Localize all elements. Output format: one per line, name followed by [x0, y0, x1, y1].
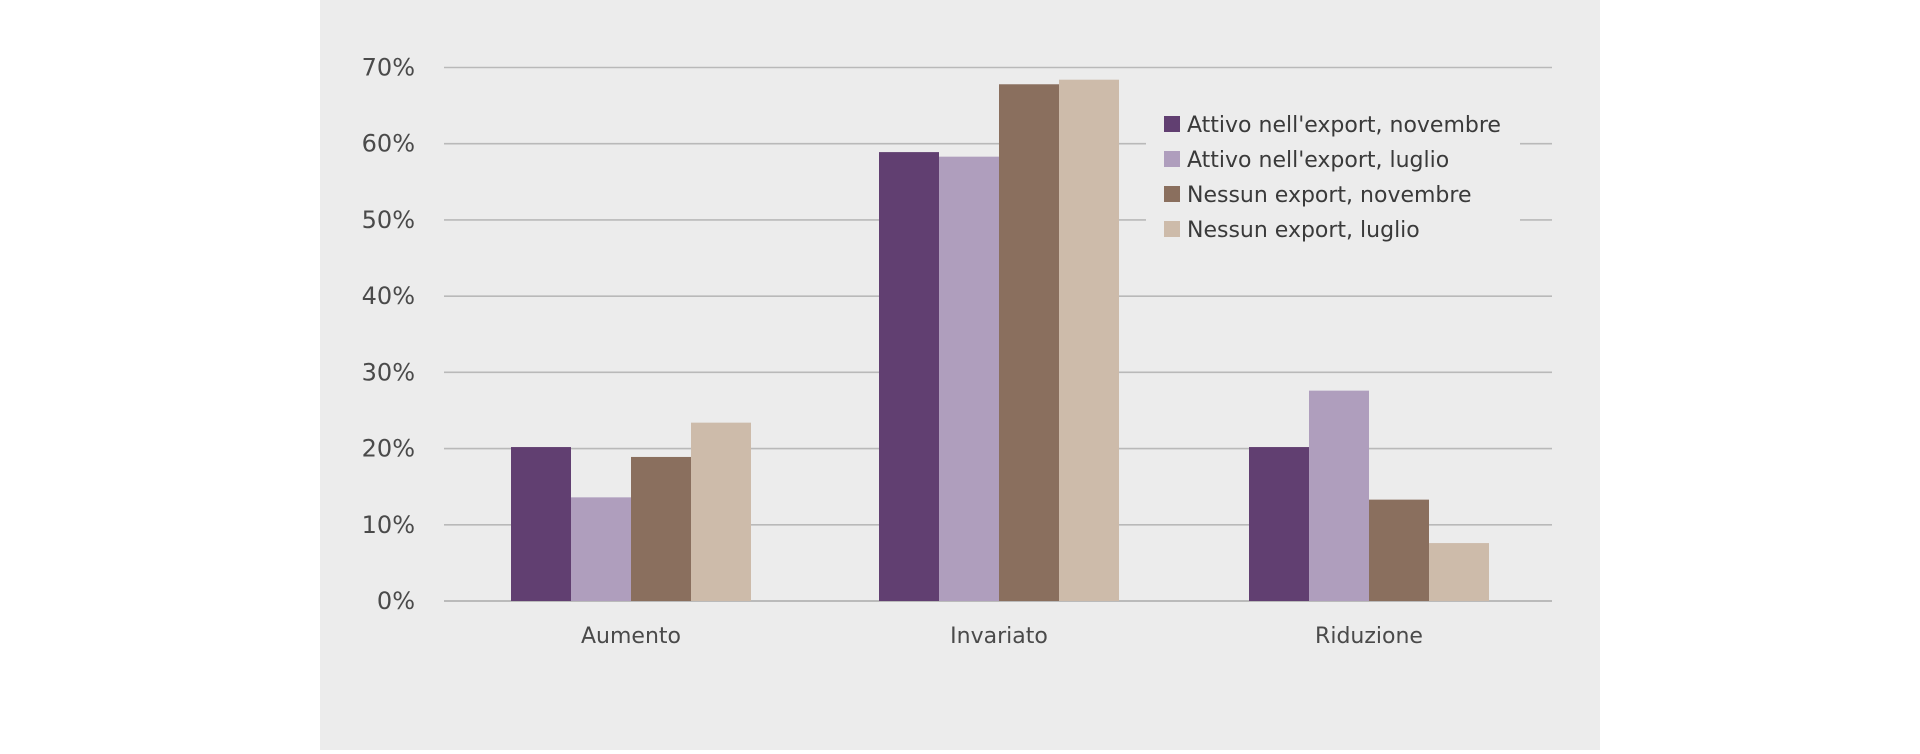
bar	[511, 447, 571, 601]
y-tick-label: 10%	[362, 511, 415, 539]
legend-swatch	[1164, 221, 1180, 237]
x-tick-label: Invariato	[950, 624, 1048, 649]
chart-panel: 0% 10% 20% 30% 40% 50% 60% 70% Aumento Invariato…	[320, 0, 1600, 750]
bar-chart: 0% 10% 20% 30% 40% 50% 60% 70% Aumento Invariato…	[362, 54, 1552, 649]
bar	[939, 156, 999, 601]
legend-background	[1146, 102, 1520, 250]
y-axis-ticks: 0% 10% 20% 30% 40% 50% 60% 70%	[362, 54, 415, 616]
bar	[1059, 79, 1119, 602]
bar	[1429, 543, 1489, 601]
x-tick-label: Aumento	[581, 624, 681, 649]
x-tick-label: Riduzione	[1315, 624, 1423, 649]
y-tick-label: 40%	[362, 282, 415, 310]
legend-label: Nessun export, luglio	[1187, 218, 1420, 243]
x-axis-ticks: Aumento Invariato Riduzione	[581, 624, 1423, 649]
y-tick-label: 50%	[362, 206, 415, 234]
y-tick-label: 60%	[362, 130, 415, 158]
y-tick-label: 70%	[362, 54, 415, 82]
bar	[879, 152, 939, 602]
bar	[999, 84, 1059, 601]
legend-label: Nessun export, novembre	[1187, 183, 1472, 208]
y-tick-label: 0%	[377, 587, 415, 615]
bar	[1369, 499, 1429, 601]
bars	[511, 79, 1489, 602]
y-tick-label: 20%	[362, 435, 415, 463]
bar	[1309, 390, 1369, 601]
bar	[1249, 447, 1309, 601]
legend-label: Attivo nell'export, novembre	[1187, 113, 1501, 138]
bar	[571, 497, 631, 601]
legend-swatch	[1164, 116, 1180, 132]
y-tick-label: 30%	[362, 358, 415, 386]
legend: Attivo nell'export, novembre Attivo nell'…	[1146, 102, 1520, 250]
bar	[631, 456, 691, 601]
bar	[691, 422, 751, 601]
legend-swatch	[1164, 151, 1180, 167]
legend-label: Attivo nell'export, luglio	[1187, 148, 1449, 173]
legend-swatch	[1164, 186, 1180, 202]
